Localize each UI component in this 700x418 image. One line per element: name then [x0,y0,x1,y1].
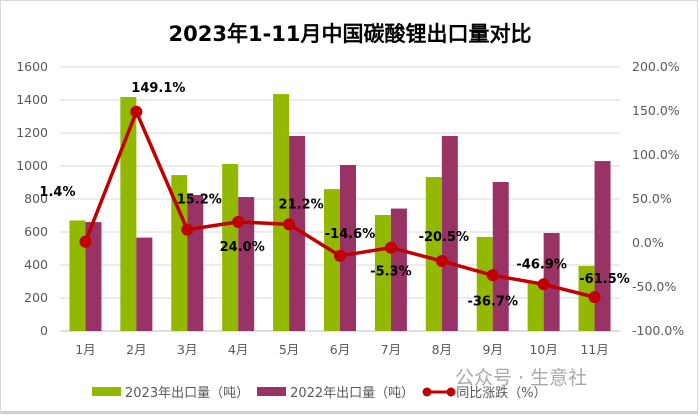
bar-2023 [222,164,239,331]
y-tick-right: 150.0% [632,103,680,118]
legend-swatch-2022 [257,387,287,396]
yoy-point [181,223,194,236]
bar-2022 [85,222,102,331]
yoy-point [232,215,245,228]
yoy-data-label: 21.2% [279,197,324,212]
y-tick-right: 100.0% [632,147,680,162]
legend-item-2023: 2023年出口量（吨） [92,382,249,401]
yoy-point [537,278,550,291]
x-tick-label: 7月 [381,342,401,357]
x-tick-label: 11月 [580,342,608,357]
legend-item-2022: 2022年出口量（吨） [257,382,414,401]
x-tick-label: 6月 [330,342,350,357]
bar-2023 [120,97,137,331]
yoy-data-label: -36.7% [467,294,518,309]
legend-label-yoy: 同比涨跌（%） [456,386,547,401]
y-tick-left: 200 [24,290,48,305]
yoy-point [79,235,92,248]
yoy-data-label: -46.9% [516,257,567,272]
x-tick-label: 8月 [432,342,452,357]
yoy-data-label: -14.6% [325,227,376,242]
legend-label-2022: 2022年出口量（吨） [290,386,415,401]
bar-2023 [69,220,86,331]
legend-label-2023: 2023年出口量（吨） [125,386,250,401]
bar-2023 [273,94,290,331]
bar-2022 [441,135,458,331]
bar-2022 [390,208,407,331]
yoy-data-label: 15.2% [177,193,222,208]
bar-2022 [340,165,356,331]
bar-2023 [476,236,493,331]
yoy-point [283,218,296,231]
bar-2023 [171,175,188,331]
yoy-point [435,255,448,268]
yoy-point [486,269,499,282]
yoy-point [384,241,397,254]
yoy-point [588,291,601,304]
yoy-data-label: -61.5% [579,272,630,287]
y-tick-left: 1200 [16,125,48,140]
x-tick-label: 2月 [126,342,146,357]
y-tick-right: 200.0% [632,59,680,74]
x-tick-label: 10月 [529,342,557,357]
legend: 2023年出口量（吨） 2022年出口量（吨） 同比涨跌（%） [92,382,555,401]
legend-line-marker [422,387,456,396]
y-tick-left: 1400 [16,92,48,107]
y-tick-left: 1000 [16,158,48,173]
y-tick-left: 800 [24,191,48,206]
y-tick-right: 0.0% [632,235,664,250]
bar-2023 [425,177,442,331]
bar-2023 [578,265,595,331]
bar-2022 [492,182,509,331]
chart-title: 2023年1-11月中国碳酸锂出口量对比 [168,22,532,46]
yoy-point [130,105,143,118]
yoy-point [334,249,346,262]
legend-item-yoy: 同比涨跌（%） [422,382,547,401]
bar-2023 [527,281,544,331]
y-tick-left: 400 [24,257,48,272]
x-tick-label: 5月 [279,342,299,357]
x-tick-label: 4月 [228,342,248,357]
bar-2022 [289,135,306,331]
yoy-data-label: 1.4% [39,185,75,200]
bar-2022 [136,237,153,331]
bar-2022 [187,195,204,331]
yoy-data-label: 149.1% [131,81,185,96]
y-tick-right: -50.0% [632,279,676,294]
x-tick-label: 3月 [177,342,197,357]
y-tick-left: 0 [40,323,48,338]
y-tick-left: 600 [24,224,48,239]
legend-swatch-2023 [92,387,121,396]
x-tick-label: 9月 [483,342,503,357]
yoy-data-label: 24.0% [220,240,265,255]
y-tick-right: 50.0% [632,191,672,206]
bar-2023 [324,189,340,331]
bar-2022 [238,197,255,331]
x-tick-label: 1月 [75,342,95,357]
y-tick-right: -100.0% [632,323,684,338]
yoy-data-label: -5.3% [370,265,411,280]
bar-2022 [543,232,560,331]
yoy-data-label: -20.5% [419,230,470,245]
watermark: 公众号 · 生意社 [455,367,588,389]
bar-2022 [594,161,611,331]
y-tick-left: 1600 [16,59,48,74]
